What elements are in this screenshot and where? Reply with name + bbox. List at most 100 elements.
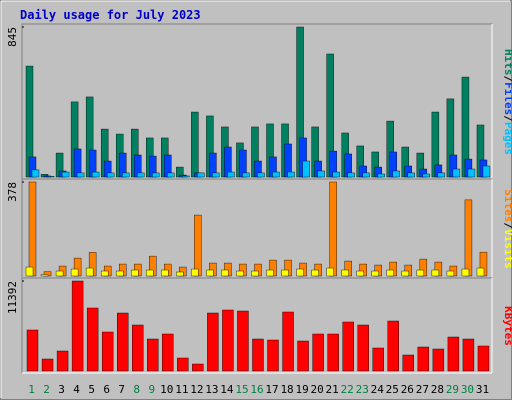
bar <box>341 269 349 277</box>
x-tick-label: 30 <box>461 383 474 396</box>
bar <box>207 312 219 372</box>
bar <box>132 324 144 372</box>
bar <box>31 169 40 178</box>
bar <box>55 270 64 277</box>
bar <box>329 181 337 277</box>
bar <box>61 171 70 178</box>
x-tick-label: 26 <box>401 383 414 396</box>
bar <box>70 268 79 277</box>
legend-entry: Sites <box>502 189 512 222</box>
bar <box>431 269 440 277</box>
x-tick-label: 27 <box>416 383 429 396</box>
legend-entry: Pages <box>502 122 512 155</box>
bar <box>197 172 205 178</box>
bar <box>237 310 249 372</box>
bar <box>332 171 340 178</box>
bar <box>177 357 189 372</box>
legend-entry: Visits <box>502 229 512 269</box>
bar <box>46 176 55 178</box>
x-tick-label: 18 <box>280 383 293 396</box>
bar <box>437 172 446 178</box>
x-tick-label: 4 <box>73 383 80 396</box>
bar <box>56 350 69 372</box>
x-tick-label: 19 <box>295 383 308 396</box>
x-tick-label: 21 <box>326 383 339 396</box>
legend: KBytes <box>502 306 512 346</box>
x-tick-label: 25 <box>386 383 399 396</box>
bar <box>401 270 410 277</box>
y-tick-label: 845 <box>6 27 19 47</box>
bar <box>106 172 115 178</box>
bar <box>281 269 289 277</box>
bar <box>236 270 244 277</box>
y-tick-label: 11392 <box>6 281 19 314</box>
x-tick-label: 12 <box>190 383 203 396</box>
bar <box>371 270 379 277</box>
bar <box>182 175 190 178</box>
bar <box>311 269 319 277</box>
bar <box>416 269 425 277</box>
bar <box>121 172 130 178</box>
bar <box>194 214 202 277</box>
bar <box>192 363 204 372</box>
bar <box>282 311 294 372</box>
bar <box>267 339 279 372</box>
legend: Sites/Visits <box>502 189 512 269</box>
bar <box>372 347 384 372</box>
bar <box>26 329 39 372</box>
bar <box>222 309 234 372</box>
bar <box>272 171 280 178</box>
bar <box>28 181 37 277</box>
bar <box>387 320 399 372</box>
bar <box>467 168 476 178</box>
x-tick-label: 10 <box>160 383 173 396</box>
bar <box>422 173 431 178</box>
x-tick-label: 22 <box>341 383 354 396</box>
bar <box>152 172 160 178</box>
bar <box>476 267 485 277</box>
legend: Hits/Files/Pages <box>502 49 512 155</box>
bar <box>162 333 174 372</box>
bar <box>40 274 49 277</box>
bar <box>116 312 129 372</box>
bar <box>402 354 415 372</box>
bar <box>176 271 184 277</box>
bar <box>312 333 324 372</box>
y-tick-label: 378 <box>6 182 19 202</box>
x-tick-label: 15 <box>235 383 248 396</box>
bar <box>91 171 100 178</box>
x-tick-label: 24 <box>371 383 385 396</box>
bar <box>251 270 259 277</box>
legend-separator: / <box>502 76 512 83</box>
bar <box>462 338 475 372</box>
x-tick-label: 5 <box>88 383 95 396</box>
x-tick-label: 6 <box>103 383 110 396</box>
bar <box>357 324 369 372</box>
bar <box>482 165 491 178</box>
bar <box>417 346 430 372</box>
bar <box>161 269 169 277</box>
x-tick-label: 23 <box>356 383 369 396</box>
bar <box>296 268 304 277</box>
bar <box>227 171 235 178</box>
bar <box>342 321 354 372</box>
bar <box>147 338 159 372</box>
bar <box>326 267 334 277</box>
legend-entry: Hits <box>502 49 512 76</box>
bar <box>302 160 310 178</box>
x-tick-label: 2 <box>43 383 50 396</box>
bar <box>76 172 85 178</box>
bar <box>100 270 109 277</box>
bar <box>287 171 295 178</box>
bar <box>461 268 470 277</box>
x-tick-label: 7 <box>118 383 125 396</box>
bar <box>257 172 265 178</box>
bar <box>446 270 455 277</box>
x-tick-label: 20 <box>311 383 324 396</box>
bar <box>71 280 84 372</box>
legend-separator: / <box>502 115 512 122</box>
x-tick-label: 28 <box>431 383 444 396</box>
bar <box>452 168 461 178</box>
bar <box>131 269 139 277</box>
